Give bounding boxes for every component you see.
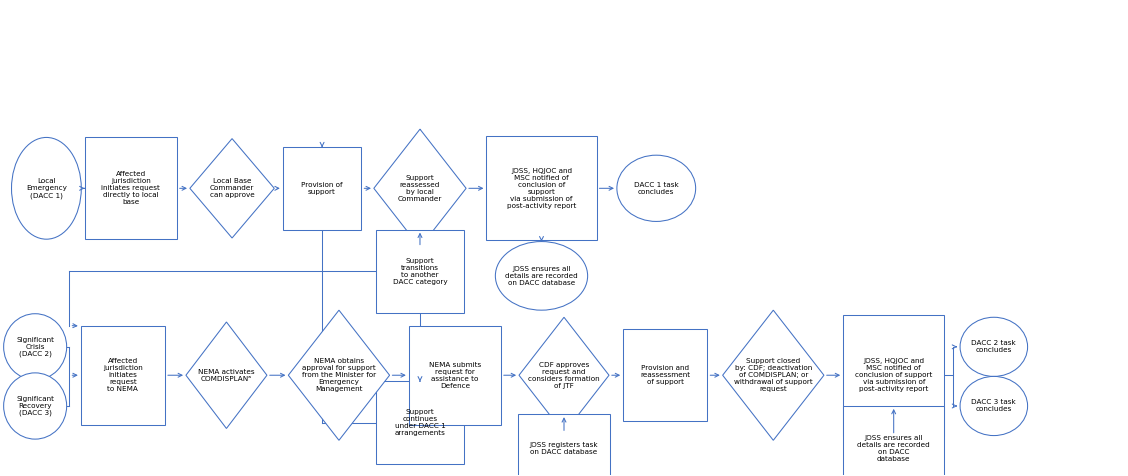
Text: JOSS, HQJOC and
MSC notified of
conclusion of
support
via submission of
post-act: JOSS, HQJOC and MSC notified of conclusi… <box>506 168 576 209</box>
Text: Significant
Crisis
(DACC 2): Significant Crisis (DACC 2) <box>16 337 54 357</box>
Text: JOSS, HQJOC and
MSC notified of
conclusion of support
via submission of
post-act: JOSS, HQJOC and MSC notified of conclusi… <box>855 358 933 392</box>
FancyBboxPatch shape <box>843 315 944 436</box>
FancyBboxPatch shape <box>283 147 361 230</box>
Text: NEMA activates
COMDISPLANᵃ: NEMA activates COMDISPLANᵃ <box>199 369 255 382</box>
Text: Affected
jurisdiction
initiates
request
to NEMA: Affected jurisdiction initiates request … <box>103 358 143 392</box>
Text: Support
reassessed
by local
Commander: Support reassessed by local Commander <box>398 175 442 202</box>
FancyBboxPatch shape <box>843 406 944 476</box>
FancyBboxPatch shape <box>376 230 464 313</box>
Text: Local
Emergency
(DACC 1): Local Emergency (DACC 1) <box>26 178 67 198</box>
Text: DACC 1 task
concludes: DACC 1 task concludes <box>634 182 679 195</box>
Ellipse shape <box>3 314 67 380</box>
Text: Support closed
by: CDF; deactivation
of COMDISPLAN; or
withdrawal of support
req: Support closed by: CDF; deactivation of … <box>734 358 812 392</box>
Text: NEMA submits
request for
assistance to
Defence: NEMA submits request for assistance to D… <box>429 362 481 389</box>
Ellipse shape <box>495 241 588 310</box>
Polygon shape <box>289 310 389 440</box>
FancyBboxPatch shape <box>623 329 707 421</box>
Text: Provision of
support: Provision of support <box>301 182 343 195</box>
Text: Support
transitions
to another
DACC category: Support transitions to another DACC cate… <box>393 258 448 285</box>
Polygon shape <box>186 322 267 428</box>
Text: JOSS ensures all
details are recorded
on DACC database: JOSS ensures all details are recorded on… <box>505 266 578 286</box>
Text: JOSS registers task
on DACC database: JOSS registers task on DACC database <box>530 442 598 455</box>
Polygon shape <box>723 310 823 440</box>
FancyBboxPatch shape <box>518 414 610 476</box>
Polygon shape <box>190 139 274 238</box>
Text: Significant
Recovery
(DACC 3): Significant Recovery (DACC 3) <box>16 396 54 416</box>
Polygon shape <box>373 129 466 248</box>
FancyBboxPatch shape <box>85 138 177 239</box>
Ellipse shape <box>3 373 67 439</box>
FancyBboxPatch shape <box>81 326 165 425</box>
Ellipse shape <box>11 138 81 239</box>
Ellipse shape <box>617 155 696 221</box>
Text: NEMA obtains
approval for support
from the Minister for
Emergency
Management: NEMA obtains approval for support from t… <box>302 358 376 392</box>
Text: JOSS ensures all
details are recorded
on DACC
database: JOSS ensures all details are recorded on… <box>857 435 931 462</box>
Text: Local Base
Commander
can approve: Local Base Commander can approve <box>210 178 255 198</box>
Text: Provision and
reassessment
of support: Provision and reassessment of support <box>641 365 690 385</box>
Polygon shape <box>519 317 609 433</box>
FancyBboxPatch shape <box>376 381 464 464</box>
Text: DACC 2 task
concludes: DACC 2 task concludes <box>971 340 1016 353</box>
Text: Support
continues
under DACC 1
arrangements: Support continues under DACC 1 arrangeme… <box>395 409 446 436</box>
Text: Affected
jurisdiction
initiates request
directly to local
base: Affected jurisdiction initiates request … <box>102 171 160 205</box>
FancyBboxPatch shape <box>486 136 597 240</box>
Ellipse shape <box>960 317 1028 377</box>
Ellipse shape <box>960 377 1028 436</box>
Text: CDF approves
request and
considers formation
of JTF: CDF approves request and considers forma… <box>528 362 600 389</box>
FancyBboxPatch shape <box>408 326 501 425</box>
Text: DACC 3 task
concludes: DACC 3 task concludes <box>971 399 1016 413</box>
